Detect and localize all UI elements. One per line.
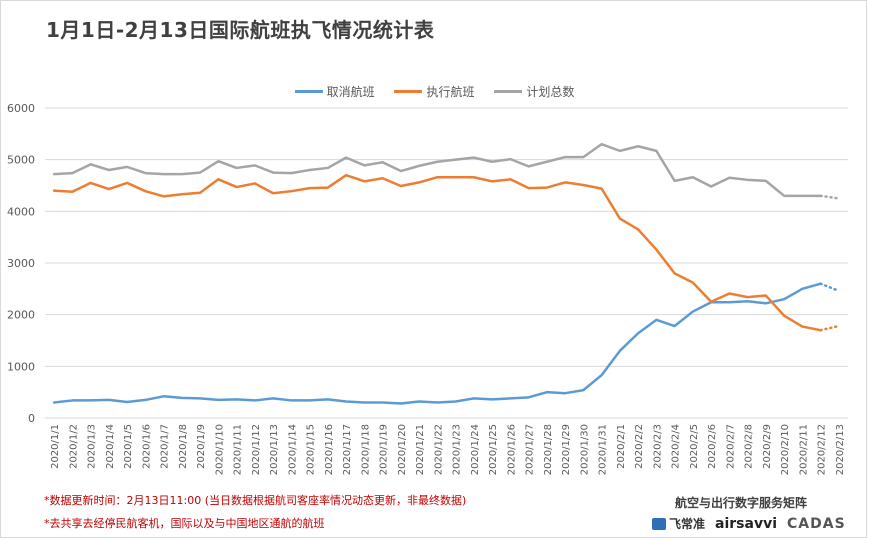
chart-title: 1月1日-2月13日国际航班执飞情况统计表 bbox=[46, 18, 435, 42]
x-tick-label: 2020/1/25 bbox=[488, 424, 499, 475]
x-tick-label: 2020/2/1 bbox=[616, 424, 627, 469]
x-tick-label: 2020/1/2 bbox=[68, 424, 79, 469]
x-tick-label: 2020/2/9 bbox=[762, 424, 773, 469]
x-tick-label: 2020/1/30 bbox=[579, 424, 590, 475]
x-tick-label: 2020/2/4 bbox=[671, 424, 682, 469]
brand-logos: 飞常准 airsavvi CADAS bbox=[652, 515, 846, 532]
legend-label-planned: 计划总数 bbox=[526, 85, 575, 99]
legend-item-operated: 执行航班 bbox=[394, 83, 475, 100]
feichangzhun-logo-icon: 飞常准 bbox=[652, 515, 705, 532]
cadas-logo-icon: CADAS bbox=[787, 516, 846, 532]
x-tick-label: 2020/2/8 bbox=[744, 424, 755, 469]
y-tick-label: 4000 bbox=[7, 205, 35, 218]
x-tick-label: 2020/1/8 bbox=[178, 424, 189, 469]
legend-label-operated: 执行航班 bbox=[426, 85, 475, 99]
x-tick-label: 2020/1/13 bbox=[269, 424, 280, 475]
legend-swatch-cancelled bbox=[294, 90, 323, 93]
y-tick-label: 1000 bbox=[7, 360, 35, 373]
x-tick-label: 2020/1/21 bbox=[415, 424, 426, 475]
x-tick-label: 2020/2/13 bbox=[835, 424, 846, 475]
series-projected-segment-2 bbox=[819, 194, 841, 200]
y-tick-label: 6000 bbox=[7, 102, 35, 115]
x-tick-label: 2020/2/3 bbox=[652, 424, 663, 469]
y-tick-label: 0 bbox=[28, 412, 35, 425]
x-tick-label: 2020/1/10 bbox=[214, 424, 225, 475]
x-tick-label: 2020/1/4 bbox=[105, 424, 116, 469]
x-tick-label: 2020/1/19 bbox=[379, 424, 390, 475]
x-tick-label: 2020/2/5 bbox=[689, 424, 700, 469]
x-tick-label: 2020/1/5 bbox=[123, 424, 134, 469]
y-tick-label: 2000 bbox=[7, 309, 35, 322]
legend-item-cancelled: 取消航班 bbox=[294, 83, 375, 100]
x-tick-label: 2020/1/20 bbox=[397, 424, 408, 475]
legend-item-planned: 计划总数 bbox=[494, 83, 574, 100]
note-update-time: *数据更新时间：2月13日11:00 (当日数据根据航司客座率情况动态更新，非最… bbox=[44, 494, 467, 507]
series-projected-segment-0 bbox=[819, 282, 841, 293]
x-tick-label: 2020/2/7 bbox=[725, 424, 736, 469]
brand-label: 航空与出行数字服务矩阵 bbox=[674, 496, 807, 510]
x-tick-label: 2020/1/9 bbox=[196, 424, 207, 469]
x-tick-label: 2020/1/28 bbox=[543, 424, 554, 475]
x-tick-label: 2020/1/7 bbox=[160, 424, 171, 469]
x-tick-label: 2020/1/23 bbox=[452, 424, 463, 475]
x-tick-label: 2020/2/6 bbox=[707, 424, 718, 469]
x-tick-label: 2020/1/3 bbox=[87, 424, 98, 469]
x-tick-label: 2020/2/10 bbox=[780, 424, 791, 475]
x-tick-label: 2020/1/27 bbox=[525, 424, 536, 475]
x-tick-label: 2020/1/15 bbox=[306, 424, 317, 475]
x-tick-label: 2020/1/14 bbox=[287, 424, 298, 475]
x-tick-label: 2020/1/29 bbox=[561, 424, 572, 475]
x-tick-label: 2020/1/6 bbox=[141, 424, 152, 469]
series-line-2 bbox=[52, 142, 822, 198]
series-projected-segment-1 bbox=[819, 324, 841, 332]
y-tick-label: 3000 bbox=[7, 257, 35, 270]
x-tick-label: 2020/1/24 bbox=[470, 424, 481, 475]
y-tick-label: 5000 bbox=[7, 154, 35, 167]
x-tick-label: 2020/1/16 bbox=[324, 424, 335, 475]
cadas-logo-text: CADAS bbox=[787, 515, 846, 532]
x-tick-label: 2020/1/22 bbox=[433, 424, 444, 475]
note-scope: *去共享去经停民航客机，国际以及与中国地区通航的航班 bbox=[44, 517, 325, 530]
x-tick-label: 2020/1/18 bbox=[360, 424, 371, 475]
legend-swatch-operated bbox=[394, 90, 423, 93]
legend-label-cancelled: 取消航班 bbox=[326, 85, 375, 99]
airsavvi-logo-icon: airsavvi bbox=[715, 516, 777, 532]
x-tick-label: 2020/1/26 bbox=[506, 424, 517, 475]
legend: 取消航班 执行航班 计划总数 bbox=[0, 82, 869, 100]
feichangzhun-logo-text: 飞常准 bbox=[669, 517, 706, 531]
x-tick-label: 2020/2/11 bbox=[798, 424, 809, 475]
airsavvi-logo-text: airsavvi bbox=[715, 515, 777, 532]
feichangzhun-mark-icon bbox=[652, 517, 666, 530]
x-tick-label: 2020/1/31 bbox=[598, 424, 609, 475]
legend-swatch-planned bbox=[494, 90, 523, 93]
x-tick-label: 2020/2/12 bbox=[817, 424, 828, 475]
series-line-0 bbox=[52, 282, 822, 405]
x-tick-label: 2020/1/11 bbox=[233, 424, 244, 475]
x-tick-label: 2020/2/2 bbox=[634, 424, 645, 469]
x-tick-label: 2020/1/1 bbox=[50, 424, 61, 469]
series-line-1 bbox=[52, 173, 822, 332]
x-tick-label: 2020/1/17 bbox=[342, 424, 353, 475]
x-tick-label: 2020/1/12 bbox=[251, 424, 262, 475]
